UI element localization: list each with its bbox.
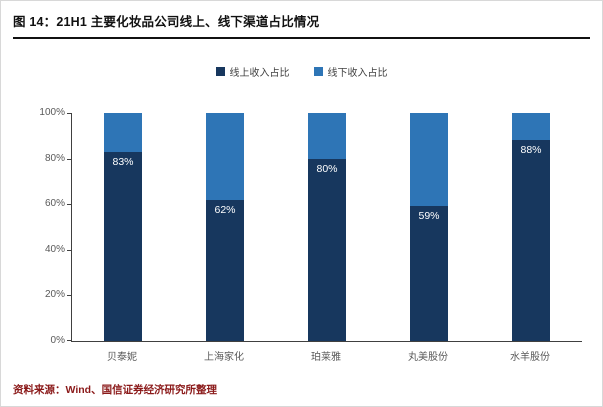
legend-item: 线上收入占比 bbox=[215, 64, 290, 79]
legend-swatch bbox=[215, 67, 225, 76]
legend-swatch bbox=[313, 67, 323, 76]
source-note: 资料来源：Wind、国信证券经济研究所整理 bbox=[13, 384, 218, 396]
plot-area: 83% 62% 80% 59% 88% bbox=[67, 113, 582, 342]
stacked-bar: 62% bbox=[206, 113, 244, 341]
x-category-label: 珀莱雅 bbox=[311, 352, 341, 363]
bar-segment bbox=[308, 113, 346, 159]
bar-segment bbox=[512, 113, 550, 141]
figure-header: 图 14：21H1 主要化妆品公司线上、线下渠道占比情况 bbox=[13, 1, 590, 39]
bar-segment: 59% bbox=[410, 206, 448, 341]
x-axis-labels: 贝泰妮 上海家化 珀莱雅 丸美股份 水羊股份 bbox=[71, 348, 581, 364]
stacked-bar: 80% bbox=[308, 113, 346, 341]
x-category-label: 上海家化 bbox=[204, 352, 244, 363]
bar-segment bbox=[410, 113, 448, 207]
y-tick-mark bbox=[67, 113, 72, 114]
stacked-bar: 83% bbox=[104, 113, 142, 341]
chart-legend: 线上收入占比 线下收入占比 bbox=[1, 64, 602, 79]
y-tick-label: 0% bbox=[50, 335, 65, 346]
x-category-label: 水羊股份 bbox=[510, 352, 550, 363]
y-tick-mark bbox=[67, 249, 72, 251]
y-tick-label: 40% bbox=[44, 243, 65, 255]
y-tick-mark bbox=[67, 340, 72, 341]
y-tick-mark bbox=[67, 204, 72, 206]
bar-segment bbox=[104, 113, 142, 152]
bar-value-label: 62% bbox=[214, 203, 236, 216]
y-tick-label: 60% bbox=[44, 198, 65, 210]
legend-label: 线下收入占比 bbox=[327, 68, 388, 79]
y-tick-label: 20% bbox=[44, 289, 65, 301]
legend-label: 线上收入占比 bbox=[229, 68, 290, 79]
bar-segment: 83% bbox=[104, 151, 142, 341]
stacked-bar: 59% bbox=[410, 113, 448, 341]
y-tick-mark bbox=[67, 158, 72, 160]
bar-value-label: 80% bbox=[316, 162, 338, 175]
bar-segment: 80% bbox=[308, 158, 346, 341]
bar-value-label: 83% bbox=[112, 155, 134, 168]
y-axis: 0% 20% 40% 60% 80% 100% bbox=[1, 107, 65, 346]
y-tick-mark bbox=[67, 295, 72, 297]
y-tick-label: 80% bbox=[44, 152, 65, 164]
bar-segment: 88% bbox=[512, 140, 550, 341]
bar-value-label: 59% bbox=[418, 210, 440, 223]
bar-segment: 62% bbox=[206, 199, 244, 341]
bar-segment bbox=[206, 113, 244, 200]
figure-title: 图 14：21H1 主要化妆品公司线上、线下渠道占比情况 bbox=[13, 15, 320, 29]
x-category-label: 丸美股份 bbox=[408, 352, 448, 363]
x-category-label: 贝泰妮 bbox=[107, 352, 137, 363]
y-tick-label: 100% bbox=[39, 107, 65, 118]
bar-value-label: 88% bbox=[520, 144, 542, 157]
legend-item: 线下收入占比 bbox=[313, 64, 388, 79]
stacked-bar: 88% bbox=[512, 113, 550, 341]
